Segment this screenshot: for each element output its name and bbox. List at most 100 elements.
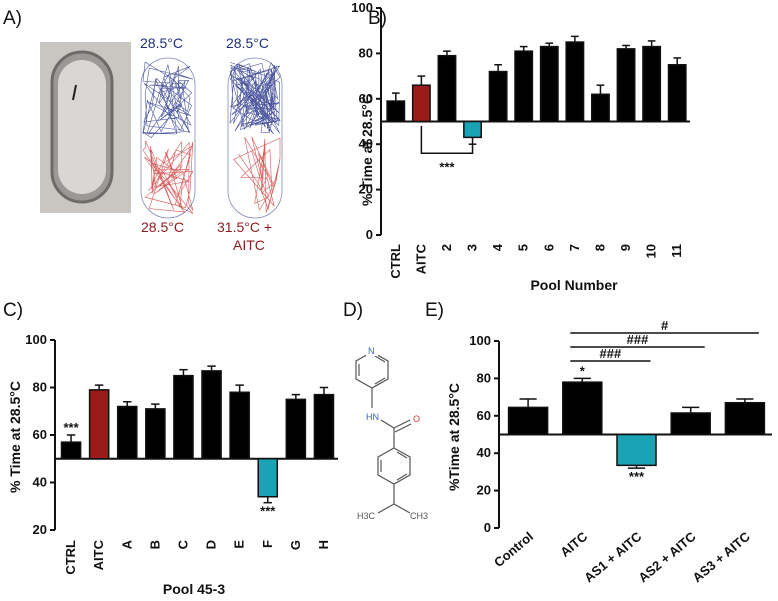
panel-b-label: B) bbox=[368, 8, 387, 29]
panel-a-label: A) bbox=[3, 8, 22, 29]
x-tick-label: 3 bbox=[465, 244, 480, 251]
y-tick-label: 80 bbox=[33, 380, 47, 395]
bar bbox=[667, 64, 687, 123]
panel-c-label: C) bbox=[3, 300, 23, 321]
bar bbox=[411, 84, 431, 123]
x-tick-label: CTRL bbox=[388, 244, 403, 279]
panel-c: C) % Time at 28.5°C Pool 45-3 20 40 60 80 10… bbox=[3, 300, 338, 597]
trajectory bbox=[142, 140, 194, 214]
significance-label: *** bbox=[629, 469, 645, 484]
comparison-label: ### bbox=[600, 346, 622, 361]
temp-top-left: 28.5°C bbox=[140, 35, 183, 51]
bar bbox=[514, 50, 534, 123]
y-tick-label: 60 bbox=[359, 91, 373, 106]
x-tick-label: H bbox=[316, 540, 331, 549]
x-tick-label: CTRL bbox=[63, 540, 78, 575]
trajectory bbox=[141, 61, 194, 138]
atom-n-ring: N bbox=[368, 346, 375, 356]
bar bbox=[539, 45, 559, 123]
arena-photo bbox=[40, 42, 131, 213]
y-tick-label: 0 bbox=[484, 520, 491, 535]
panel-a: A) 28.5°C 28.5°C 28.5°C 31.5°C + AITC bbox=[3, 8, 283, 253]
x-tick-label: 4 bbox=[490, 243, 505, 251]
bar bbox=[229, 391, 250, 460]
bar bbox=[616, 48, 636, 123]
bar bbox=[88, 389, 110, 460]
chart-c-ylabel: % Time at 28.5°C bbox=[7, 381, 23, 493]
x-tick-label: Control bbox=[491, 529, 536, 570]
significance-label: *** bbox=[439, 159, 455, 174]
x-tick-label: 6 bbox=[541, 244, 556, 251]
temp-bottom-left: 28.5°C bbox=[141, 219, 184, 235]
chart-c: 20 40 60 80 100 CTRL AITC A B C D E F G H *** *** bbox=[25, 332, 338, 575]
track-right bbox=[227, 57, 283, 219]
atom-ch3-left: H3C bbox=[357, 511, 376, 521]
y-tick-label: 40 bbox=[477, 445, 491, 460]
chart-e-ylabel: %Time at 28.5°C bbox=[446, 383, 462, 491]
chart-b-xlabel: Pool Number bbox=[530, 277, 618, 293]
y-tick-label: 100 bbox=[351, 0, 373, 15]
worm-icon bbox=[72, 84, 77, 101]
arena-outline bbox=[227, 57, 283, 219]
atom-ch3-right: CH3 bbox=[410, 511, 428, 521]
bar bbox=[285, 398, 307, 460]
significance-label: * bbox=[580, 363, 586, 378]
bar bbox=[507, 406, 549, 436]
bar bbox=[60, 441, 82, 460]
molecule-structure bbox=[355, 351, 412, 514]
y-tick-label: 0 bbox=[366, 227, 373, 242]
x-tick-label: A bbox=[119, 539, 134, 549]
x-tick-label: 7 bbox=[567, 244, 582, 251]
x-tick-label: B bbox=[147, 540, 162, 549]
y-tick-label: 80 bbox=[477, 370, 491, 385]
significance-bracket bbox=[420, 126, 474, 155]
bar bbox=[116, 405, 138, 460]
track-left bbox=[140, 57, 196, 219]
x-tick-label: D bbox=[204, 540, 219, 549]
significance-label: *** bbox=[63, 420, 79, 435]
y-tick-label: 40 bbox=[359, 136, 373, 151]
bar bbox=[642, 45, 662, 123]
x-tick-label: 5 bbox=[516, 244, 531, 251]
y-tick-label: 20 bbox=[359, 182, 373, 197]
bar bbox=[386, 100, 406, 123]
bar bbox=[724, 401, 766, 436]
temp-bottom-right-line1: 31.5°C + bbox=[217, 219, 272, 235]
y-tick-label: 80 bbox=[359, 45, 373, 60]
bar bbox=[437, 54, 457, 123]
panel-d-label: D) bbox=[343, 300, 363, 321]
x-tick-label: AS3 + AITC bbox=[690, 528, 754, 585]
trajectory bbox=[229, 62, 281, 135]
y-tick-label: 40 bbox=[33, 475, 47, 490]
panel-e-label: E) bbox=[425, 300, 444, 321]
bar bbox=[313, 393, 335, 460]
bar bbox=[562, 381, 603, 436]
x-tick-label: 11 bbox=[669, 244, 684, 258]
bar bbox=[257, 458, 279, 498]
significance-label: *** bbox=[260, 504, 276, 519]
bar bbox=[488, 70, 508, 123]
x-tick-label: E bbox=[232, 540, 247, 549]
comparison-label: # bbox=[661, 318, 669, 333]
y-tick-label: 100 bbox=[469, 333, 491, 348]
arena-outline bbox=[140, 57, 196, 219]
temp-bottom-right-line2: AITC bbox=[233, 237, 265, 253]
y-tick-label: 20 bbox=[477, 483, 491, 498]
x-tick-label: AITC bbox=[91, 539, 106, 570]
bar bbox=[670, 412, 711, 436]
bar bbox=[463, 120, 482, 139]
comparison-label: ### bbox=[627, 332, 649, 347]
x-tick-label: 9 bbox=[618, 244, 633, 251]
bar bbox=[201, 370, 222, 460]
panel-d: D) N HN O H3C CH3 bbox=[343, 300, 428, 521]
panel-e: E) %Time at 28.5°C 0 20 40 60 80 100 Control AI… bbox=[425, 300, 772, 585]
trajectory bbox=[233, 136, 281, 213]
bar bbox=[591, 93, 610, 123]
atom-nh: HN bbox=[366, 412, 379, 422]
x-tick-label: 8 bbox=[592, 244, 607, 251]
x-tick-label: C bbox=[175, 539, 190, 549]
atom-o: O bbox=[413, 414, 420, 424]
y-tick-label: 100 bbox=[25, 332, 47, 347]
